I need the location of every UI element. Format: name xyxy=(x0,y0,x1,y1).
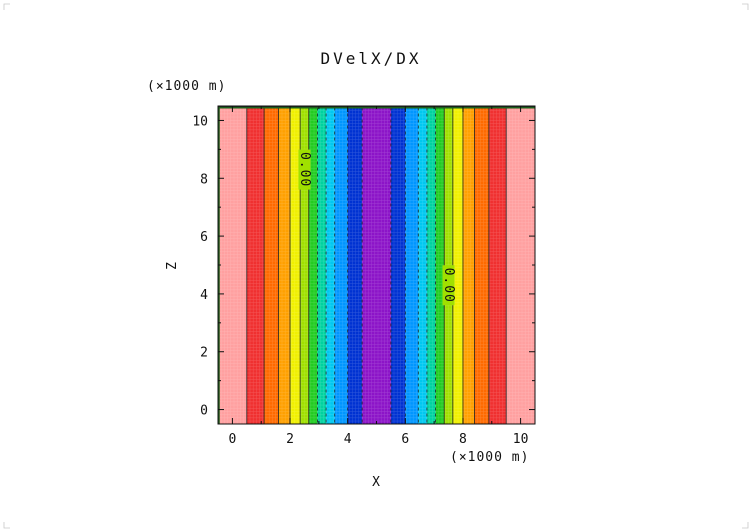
band-1 xyxy=(246,107,265,424)
crop-marks xyxy=(3,3,749,529)
y-tick-label: 4 xyxy=(200,288,208,303)
x-tick-label: 6 xyxy=(401,432,409,447)
band-4 xyxy=(290,107,301,424)
contour-label-bg-1 xyxy=(442,265,455,306)
band-7 xyxy=(317,107,327,424)
y-tick-label: 0 xyxy=(200,404,208,419)
band-8 xyxy=(326,107,335,424)
contour-label-1: 0.00 xyxy=(441,268,456,303)
mesh-overlay xyxy=(217,107,536,424)
x-tick-label: 0 xyxy=(228,432,236,447)
band-22 xyxy=(506,107,535,424)
x-axis-ticks: 0 2 4 6 8 10 xyxy=(228,106,528,447)
y-tick-label: 10 xyxy=(192,114,208,129)
plot-area: 0.00 0.00 xyxy=(217,105,536,425)
band-19 xyxy=(462,107,475,424)
band-5 xyxy=(300,107,309,424)
x-tick-label: 10 xyxy=(513,432,529,447)
y-unit-label: (×1000 m) xyxy=(147,79,226,94)
band-9 xyxy=(334,107,348,424)
x-tick-label: 8 xyxy=(459,432,467,447)
y-tick-label: 2 xyxy=(200,346,208,361)
y-tick-label: 8 xyxy=(200,172,208,187)
band-3 xyxy=(278,107,291,424)
band-10 xyxy=(347,107,363,424)
band-11 xyxy=(362,107,391,424)
y-axis-ticks: 0 2 4 6 8 10 xyxy=(192,114,535,419)
band-0 xyxy=(218,107,247,424)
x-axis-label: X xyxy=(372,475,380,490)
band-13 xyxy=(405,107,419,424)
y-axis-label: Z xyxy=(165,262,180,270)
y-tick-label: 6 xyxy=(200,230,208,245)
contour-label-bg-0 xyxy=(298,149,311,190)
band-21 xyxy=(488,107,507,424)
band-20 xyxy=(474,107,489,424)
contour-label-0: 0.00 xyxy=(297,152,312,187)
x-unit-label: (×1000 m) xyxy=(450,450,529,465)
band-16 xyxy=(435,107,445,424)
x-tick-label: 2 xyxy=(286,432,294,447)
chart-title: DVelX/DX xyxy=(320,49,421,68)
band-12 xyxy=(390,107,406,424)
band-2 xyxy=(264,107,279,424)
band-6 xyxy=(308,107,318,424)
x-tick-label: 4 xyxy=(344,432,352,447)
band-14 xyxy=(418,107,427,424)
band-18 xyxy=(452,107,463,424)
band-15 xyxy=(426,107,436,424)
